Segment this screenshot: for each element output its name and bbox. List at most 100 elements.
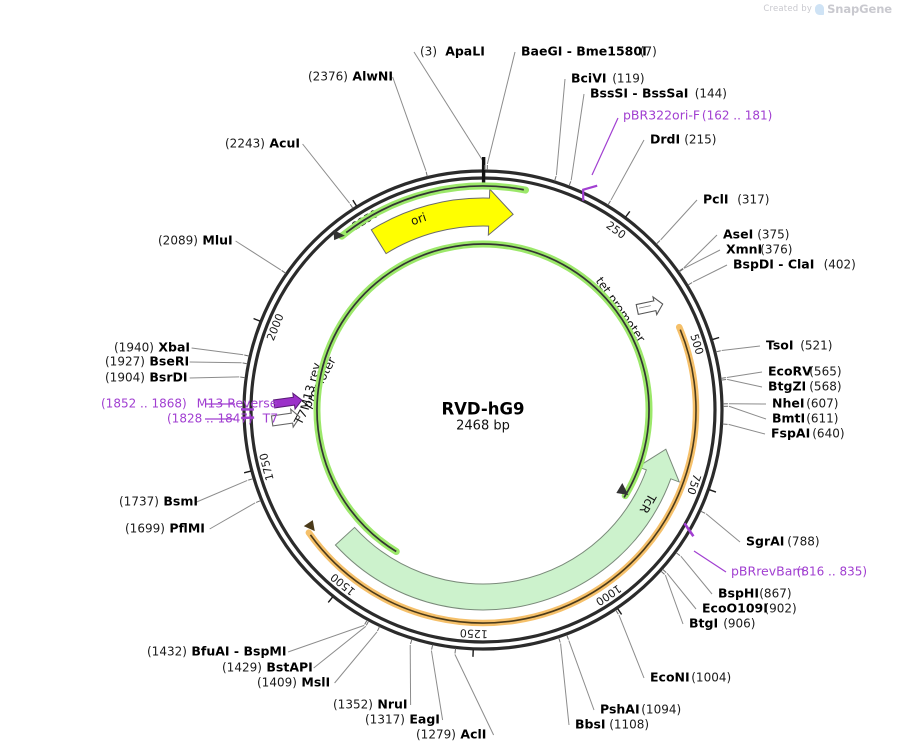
enzyme-site-tick [240, 376, 246, 379]
enzyme-position: (607) [806, 397, 838, 411]
feature-m13-rev-icon [273, 392, 303, 411]
enzyme-label: EcoNI (1004) [650, 670, 731, 685]
enzyme-position: (1108) [609, 718, 649, 732]
tick-mark [709, 489, 717, 493]
enzyme-position: (902) [764, 602, 796, 616]
enzyme-name: FspAI [771, 426, 810, 441]
tick-mark [327, 596, 334, 603]
enzyme-name: BfuAI - BspMI [191, 644, 286, 659]
enzyme-name: PflMI [169, 521, 205, 536]
enzyme-name: BspDI - ClaI [733, 257, 814, 272]
snapgene-watermark: Created by SnapGene [763, 2, 892, 16]
enzyme-site-tick [700, 510, 706, 514]
enzyme-label: (1279) AclI [416, 727, 486, 742]
enzyme-label: BspHI (867) [718, 586, 792, 601]
enzyme-label: PclI (317) [703, 192, 769, 207]
enzyme-name: BseRI [149, 354, 189, 369]
enzyme-site-tick [431, 644, 434, 650]
enzyme-name: BsrDI [149, 370, 187, 385]
enzyme-site-tick [410, 639, 413, 645]
leader-line [302, 143, 351, 204]
primer-label: (1828 .. 1847) T7 [167, 411, 278, 426]
enzyme-position: (640) [812, 427, 844, 441]
enzyme-name: BtgI [689, 616, 718, 631]
primer-range: (162 .. 181) [702, 109, 772, 123]
enzyme-site-tick [721, 379, 727, 381]
page-title: RVD-hG9 [441, 400, 524, 419]
leader-line [413, 51, 486, 165]
enzyme-site-tick [615, 609, 619, 615]
leader-line [287, 624, 365, 653]
enzyme-site-tick [349, 203, 354, 209]
enzyme-label: (1317) EagI [365, 712, 440, 727]
enzyme-position: (1927) [105, 355, 145, 369]
enzyme-name: AlwNI [352, 69, 393, 84]
enzyme-site-tick [454, 648, 457, 654]
leader-line [666, 572, 697, 610]
enzyme-name: EcoNI [650, 670, 690, 685]
enzyme-label: (3) ApaLI [420, 44, 485, 59]
primer-label: pBRrevBam(816 .. 835) [731, 564, 867, 579]
enzyme-label: EcoRV(565) [768, 364, 842, 379]
enzyme-name: BstAPI [266, 660, 312, 675]
enzyme-label: BssSI - BssSaI (144) [590, 86, 727, 101]
enzyme-name: BmtI [772, 411, 805, 426]
enzyme-position: (375) [757, 228, 789, 242]
enzyme-name: EcoO109I [702, 601, 768, 616]
enzyme-position: (867) [759, 587, 791, 601]
tick-label-group: 250 [604, 219, 629, 242]
tick-label: 2000 [264, 312, 286, 343]
leader-line [664, 574, 684, 625]
enzyme-position: (521) [800, 339, 832, 353]
enzyme-label: BciVI (119) [571, 71, 645, 86]
enzyme-name: BspHI [718, 586, 759, 601]
enzyme-position: (565) [809, 365, 841, 379]
leader-line [680, 555, 713, 595]
leader-line [683, 249, 721, 269]
enzyme-name: ApaLI [445, 44, 485, 59]
enzyme-position: (1317) [365, 713, 405, 727]
enzyme-position: (1904) [105, 371, 145, 385]
leader-lines-group [189, 51, 767, 736]
enzyme-position: (317) [737, 193, 769, 207]
enzyme-position: (1699) [125, 522, 165, 536]
enzyme-position: (144) [695, 87, 727, 101]
enzyme-name: SgrAI [746, 534, 784, 549]
tick-mark [352, 199, 358, 207]
enzyme-label: (1429) BstAPI [222, 660, 313, 675]
enzyme-site-tick [678, 268, 684, 272]
enzyme-name: BbsI [575, 717, 606, 732]
enzyme-name: BtgZI [768, 379, 806, 394]
leader-line [196, 479, 248, 503]
enzyme-label: FspAI (640) [771, 426, 845, 441]
primer-marker-pbrrevbam [683, 522, 695, 537]
labels-group: (3) ApaLI BaeGI - Bme1580I(7) BciVI (119)Bss… [101, 44, 867, 742]
enzyme-site-tick [244, 354, 250, 357]
enzyme-site-tick [376, 626, 381, 632]
enzyme-position: (1094) [641, 703, 681, 717]
enzyme-position: (2243) [225, 137, 265, 151]
leader-line [235, 240, 282, 271]
enzyme-site-tick [558, 637, 561, 643]
enzyme-position: (788) [787, 535, 819, 549]
primer-name: pBRrevBam [731, 564, 805, 579]
tick-label: 500 [687, 332, 706, 356]
enzyme-label: (2243) AcuI [225, 136, 300, 151]
enzyme-name: BsmI [163, 494, 198, 509]
primer-arrowhead-green-tcr [616, 483, 629, 496]
enzyme-label: (2089) MluI [158, 233, 233, 248]
enzyme-position: (1737) [119, 495, 159, 509]
feature-ori-arrow [370, 187, 514, 255]
primer-range: (1828 .. 1847) [167, 412, 253, 426]
enzyme-site-tick [568, 181, 572, 187]
enzyme-name: PshAI [600, 702, 640, 717]
leader-line [486, 51, 516, 165]
leader-line [610, 139, 645, 201]
tick-label-group: 1250 [460, 626, 489, 640]
enzyme-site-tick [365, 620, 370, 626]
primer-name: pBR322ori-F [623, 108, 700, 123]
leader-line [728, 405, 767, 420]
leader-line [560, 643, 570, 726]
